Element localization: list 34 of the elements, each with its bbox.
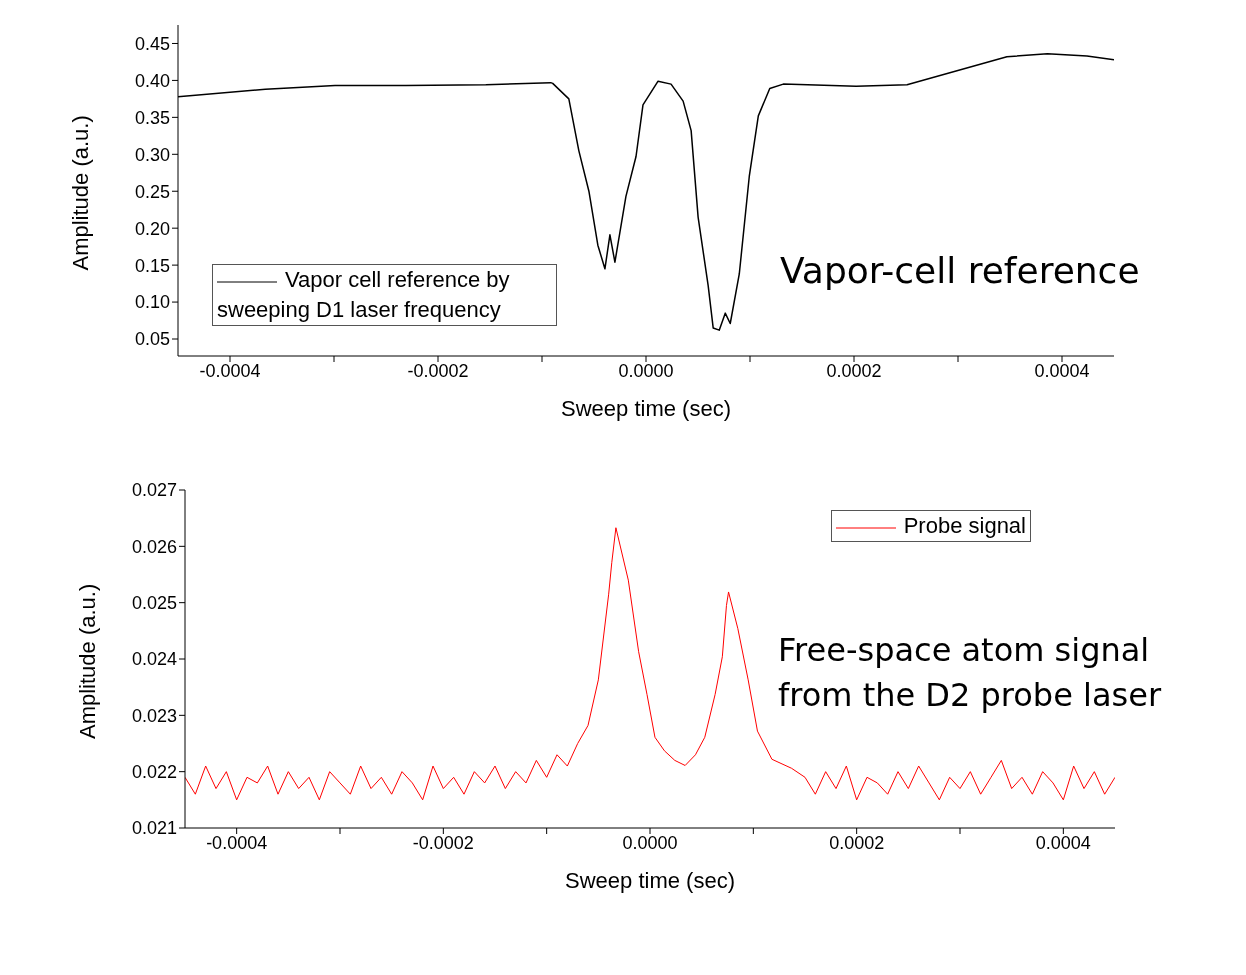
legend-label: Vapor cell reference by sweeping D1 laser frequency — [217, 266, 511, 324]
x-tick-label: 0.0004 — [1035, 832, 1091, 853]
x-tick-label: -0.0002 — [412, 832, 474, 853]
legend-label: Probe signal — [902, 512, 1026, 540]
y-tick-label: 0.022 — [131, 762, 177, 783]
y-tick-label: 0.027 — [131, 480, 177, 501]
y-tick-label: 0.025 — [131, 593, 177, 614]
y-tick-label: 0.20 — [134, 218, 170, 239]
annotation: Free-space atom signal from the D2 probe laser — [778, 630, 1163, 716]
y-tick-label: 0.15 — [134, 255, 170, 276]
y-tick-label: 0.35 — [134, 107, 170, 128]
x-tick-label: -0.0002 — [407, 360, 469, 381]
y-tick-label: 0.026 — [131, 536, 177, 557]
y-tick-label: 0.021 — [131, 818, 177, 839]
x-tick-label: 0.0000 — [618, 360, 674, 381]
x-axis-title: Sweep time (sec) — [561, 396, 731, 421]
x-tick-label: 0.0002 — [826, 360, 882, 381]
x-tick-label: -0.0004 — [206, 832, 268, 853]
y-tick-label: 0.40 — [134, 70, 170, 91]
x-tick-label: 0.0002 — [829, 832, 885, 853]
x-tick-label: -0.0004 — [199, 360, 261, 381]
y-tick-label: 0.10 — [134, 292, 170, 313]
y-tick-label: 0.023 — [131, 705, 177, 726]
y-tick-label: 0.024 — [131, 649, 177, 670]
x-tick-label: 0.0004 — [1034, 360, 1090, 381]
y-tick-label: 0.45 — [134, 33, 170, 54]
y-axis-title: Amplitude (a.u.) — [67, 115, 93, 271]
y-tick-label: 0.30 — [134, 144, 170, 165]
y-tick-label: 0.25 — [134, 181, 170, 202]
y-axis-title: Amplitude (a.u.) — [74, 583, 100, 739]
x-axis-title: Sweep time (sec) — [565, 868, 735, 893]
x-tick-label: 0.0000 — [622, 832, 678, 853]
y-tick-label: 0.05 — [134, 329, 170, 350]
annotation: Vapor-cell reference — [780, 249, 1141, 293]
